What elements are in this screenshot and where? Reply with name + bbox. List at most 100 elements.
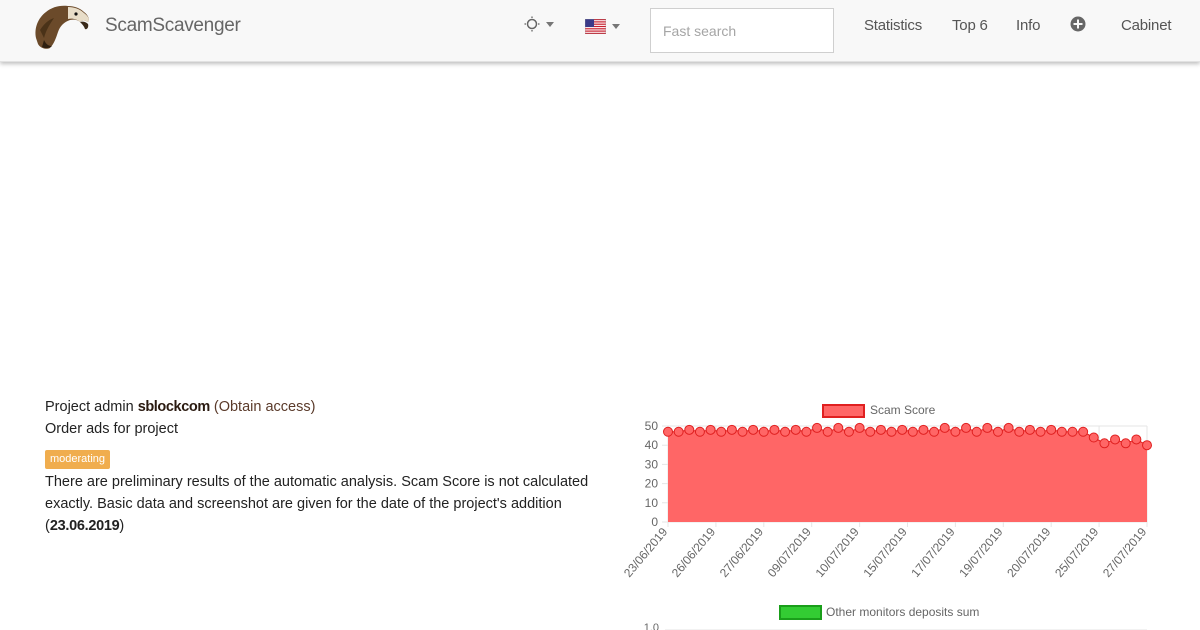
data-point[interactable] (939, 422, 950, 433)
note-text: There are preliminary results of the aut… (45, 474, 589, 512)
x-tick-label: 10/07/2019 (813, 525, 863, 580)
data-point[interactable] (875, 424, 886, 435)
data-point[interactable] (992, 426, 1003, 437)
data-point[interactable] (950, 426, 961, 437)
data-point[interactable] (1035, 426, 1046, 437)
obtain-access-link[interactable]: (Obtain access) (213, 399, 316, 415)
y-tick-label: 30 (645, 457, 659, 471)
scam-score-line (668, 427, 1148, 446)
data-point[interactable] (1078, 426, 1089, 437)
data-point[interactable] (812, 422, 823, 433)
x-tick-label: 27/06/2019 (717, 525, 767, 580)
brand-name: ScamScavenger (105, 15, 241, 36)
y-tick-label: 1.0 (644, 622, 659, 630)
legend-label-deposits: Other monitors deposits sum (826, 605, 979, 619)
data-point[interactable] (790, 424, 801, 435)
search-input[interactable] (650, 8, 834, 53)
y-tick-label: 40 (645, 438, 659, 452)
brand[interactable]: ScamScavenger (30, 0, 241, 52)
scam-score-area (668, 427, 1147, 522)
note-close: ) (119, 518, 125, 534)
data-point[interactable] (684, 424, 695, 435)
data-point[interactable] (865, 426, 876, 437)
admin-line: Project admin sblockcom (Obtain access) (45, 396, 590, 418)
x-tick-label: 15/07/2019 (860, 525, 910, 580)
status-badge: moderating (45, 450, 111, 469)
y-tick-label: 20 (645, 477, 659, 491)
legend-swatch-scam-score[interactable] (822, 404, 865, 418)
x-tick-label: 26/06/2019 (669, 525, 719, 580)
nav-link-cabinet[interactable]: Cabinet (1121, 17, 1172, 34)
added-date: 23.06.2019 (49, 518, 120, 534)
data-point[interactable] (758, 426, 769, 437)
project-info: Project admin sblockcom (Obtain access) … (45, 396, 590, 537)
admin-label: Project admin (45, 399, 134, 415)
data-point[interactable] (1056, 426, 1067, 437)
x-tick-label: 20/07/2019 (1004, 525, 1054, 580)
data-point[interactable] (1046, 424, 1057, 435)
data-point[interactable] (1088, 432, 1099, 443)
order-ads-link[interactable]: Order ads for project (45, 421, 178, 437)
us-flag-icon (585, 19, 606, 34)
y-tick-label: 0 (651, 515, 658, 529)
data-point[interactable] (1067, 426, 1078, 437)
data-point[interactable] (726, 424, 737, 435)
data-point[interactable] (982, 422, 993, 433)
scam-score-chart: Scam Score 0 10 20 30 40 50 23/06/201926/06/2… (621, 403, 1152, 580)
data-point[interactable] (1142, 440, 1152, 451)
data-point[interactable] (907, 426, 918, 437)
x-tick-label: 17/07/2019 (908, 525, 958, 580)
data-point[interactable] (897, 424, 908, 435)
data-point[interactable] (705, 424, 716, 435)
nav-link-info[interactable]: Info (1016, 17, 1041, 34)
legend-label-scam-score: Scam Score (870, 403, 936, 417)
data-point[interactable] (833, 422, 844, 433)
x-tick-label: 19/07/2019 (956, 525, 1006, 580)
x-tick-label: 27/07/2019 (1100, 525, 1150, 580)
data-point[interactable] (694, 426, 705, 437)
admin-name: sblockcom (137, 399, 211, 415)
data-point[interactable] (1131, 434, 1142, 445)
y-tick-label: 10 (645, 496, 659, 510)
nav-link-statistics[interactable]: Statistics (864, 17, 923, 34)
data-point[interactable] (822, 426, 833, 437)
vulture-logo-icon (35, 5, 89, 49)
data-point[interactable] (918, 424, 929, 435)
language-dropdown[interactable] (585, 19, 620, 34)
navbar: ScamScavenger Statistics Top 6 I (0, 0, 1200, 62)
data-point[interactable] (769, 424, 780, 435)
data-point[interactable] (663, 426, 673, 437)
x-tick-label: 23/06/2019 (621, 525, 671, 580)
data-point[interactable] (971, 426, 982, 437)
data-point[interactable] (737, 426, 748, 437)
data-point[interactable] (1099, 438, 1110, 449)
data-point[interactable] (1024, 424, 1035, 435)
data-point[interactable] (780, 426, 791, 437)
plus-circle-icon[interactable] (1070, 16, 1086, 32)
data-point[interactable] (961, 422, 972, 433)
data-point[interactable] (929, 426, 940, 437)
chevron-down-icon (612, 24, 620, 29)
data-point[interactable] (1003, 422, 1014, 433)
data-point[interactable] (854, 422, 865, 433)
theme-dropdown[interactable] (524, 16, 554, 32)
legend-swatch-deposits[interactable] (779, 605, 822, 620)
data-point[interactable] (1014, 426, 1025, 437)
data-point[interactable] (748, 424, 759, 435)
data-point[interactable] (1110, 434, 1121, 445)
preliminary-note: There are preliminary results of the aut… (45, 471, 590, 537)
x-tick-label: 25/07/2019 (1052, 525, 1102, 580)
data-point[interactable] (886, 426, 897, 437)
x-tick-label: 09/07/2019 (765, 525, 815, 580)
note-open: ( (45, 518, 50, 534)
chevron-down-icon (546, 21, 554, 27)
y-tick-label: 50 (645, 419, 659, 433)
deposits-chart: Other monitors deposits sum 1.0 (644, 605, 1147, 630)
nav-link-top[interactable]: Top 6 (952, 17, 988, 34)
data-point[interactable] (801, 426, 812, 437)
sun-icon (524, 16, 540, 32)
data-point[interactable] (843, 426, 854, 437)
data-point[interactable] (716, 426, 727, 437)
data-point[interactable] (1120, 438, 1131, 449)
data-point[interactable] (673, 426, 684, 437)
